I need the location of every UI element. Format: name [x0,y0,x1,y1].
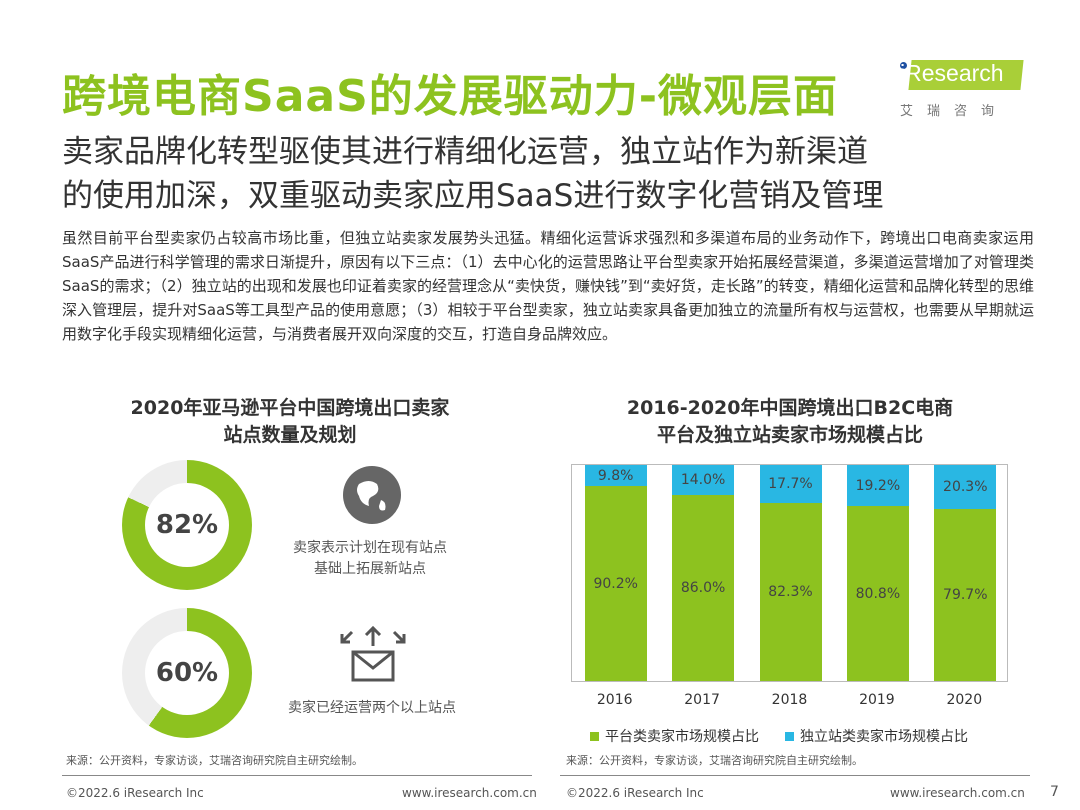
page-number: 7 [1050,784,1059,800]
x-tick-label: 2020 [946,692,983,708]
data-label: 90.2% [593,575,638,592]
left-source: 来源：公开资料，专家访谈，艾瑞咨询研究院自主研究绘制。 [66,754,363,767]
bar-standalone-2019: 19.2% [846,465,909,507]
x-tick-label: 2018 [771,692,808,708]
legend-standalone: 独立站类卖家市场规模占比 [800,729,968,745]
x-tick-label: 2019 [859,692,895,708]
page-title: 跨境电商SaaS的发展驱动力-微观层面 [62,71,839,122]
legend-platform: 平台类卖家市场规模占比 [605,729,759,745]
donut-82: 82% [122,460,252,590]
footer-copyright-left: ©2022.6 iResearch Inc [66,786,204,800]
data-label: 79.7% [943,586,988,603]
body-paragraph: 虽然目前平台型卖家仍占较高市场比重，但独立站卖家发展势头迅猛。精细化运营诉求强烈… [62,229,1034,343]
bar-standalone-2017: 14.0% [672,465,735,496]
right-source: 来源：公开资料，专家访谈，艾瑞咨询研究院自主研究绘制。 [566,754,863,767]
data-label: 20.3% [943,478,988,495]
divider [560,775,1030,776]
right-chart-title: 2016-2020年中国跨境出口B2C电商 平台及独立站卖家市场规模占比 [626,397,954,446]
data-label: 86.0% [680,580,726,597]
data-label: 9.8% [597,467,634,484]
footer-url-left: www.iresearch.com.cn [402,786,537,800]
x-tick-label: 2017 [684,692,720,708]
data-label: 14.0% [680,472,726,489]
stat-60-desc: 卖家已经运营两个以上站点 [288,700,456,716]
stacked-bar-chart: 90.2% 9.8% 86.0% 14.0% 82.3% 17.7% 80.8% 19.2% 7… [571,464,1008,682]
legend-swatch-standalone [785,731,794,741]
bar-platform-2016: 90.2% [584,486,647,681]
legend: 平台类卖家市场规模占比 独立站类卖家市场规模占比 [590,726,968,746]
bar-platform-2018: 82.3% [759,503,822,681]
legend-swatch-platform [590,731,599,741]
footer-copyright: ©2022.6 iResearch Inc [566,786,704,800]
bar-platform-2017: 86.0% [672,495,735,681]
subtitle: 卖家品牌化转型驱使其进行精细化运营，独立站作为新渠道 的使用加深，双重驱动卖家应用… [62,134,884,214]
divider [62,775,532,776]
data-label: 80.8% [855,585,901,602]
bar-platform-2019: 80.8% [846,506,909,681]
stat-82-desc: 卖家表示计划在现有站点 基础上拓展新站点 [293,540,447,577]
envelope-arrows-icon [338,624,408,690]
data-label: 17.7% [768,476,813,493]
data-label: 82.3% [768,584,813,601]
iresearch-logo: iResearch 艾瑞咨询 [896,56,1026,122]
footer-url: www.iresearch.com.cn [890,786,1025,800]
left-chart-title: 2020年亚马逊平台中国跨境出口卖家 站点数量及规划 [130,397,450,446]
x-axis: 2016 2017 2018 2019 2020 [571,692,1008,712]
bar-standalone-2018: 17.7% [759,465,822,504]
bar-standalone-2016: 9.8% [584,465,647,487]
bar-standalone-2020: 20.3% [934,465,997,509]
x-tick-label: 2016 [596,692,633,708]
donut-60: 60% [122,608,252,738]
data-label: 19.2% [855,477,901,494]
bar-platform-2020: 79.7% [934,508,997,681]
globe-icon [343,466,401,524]
